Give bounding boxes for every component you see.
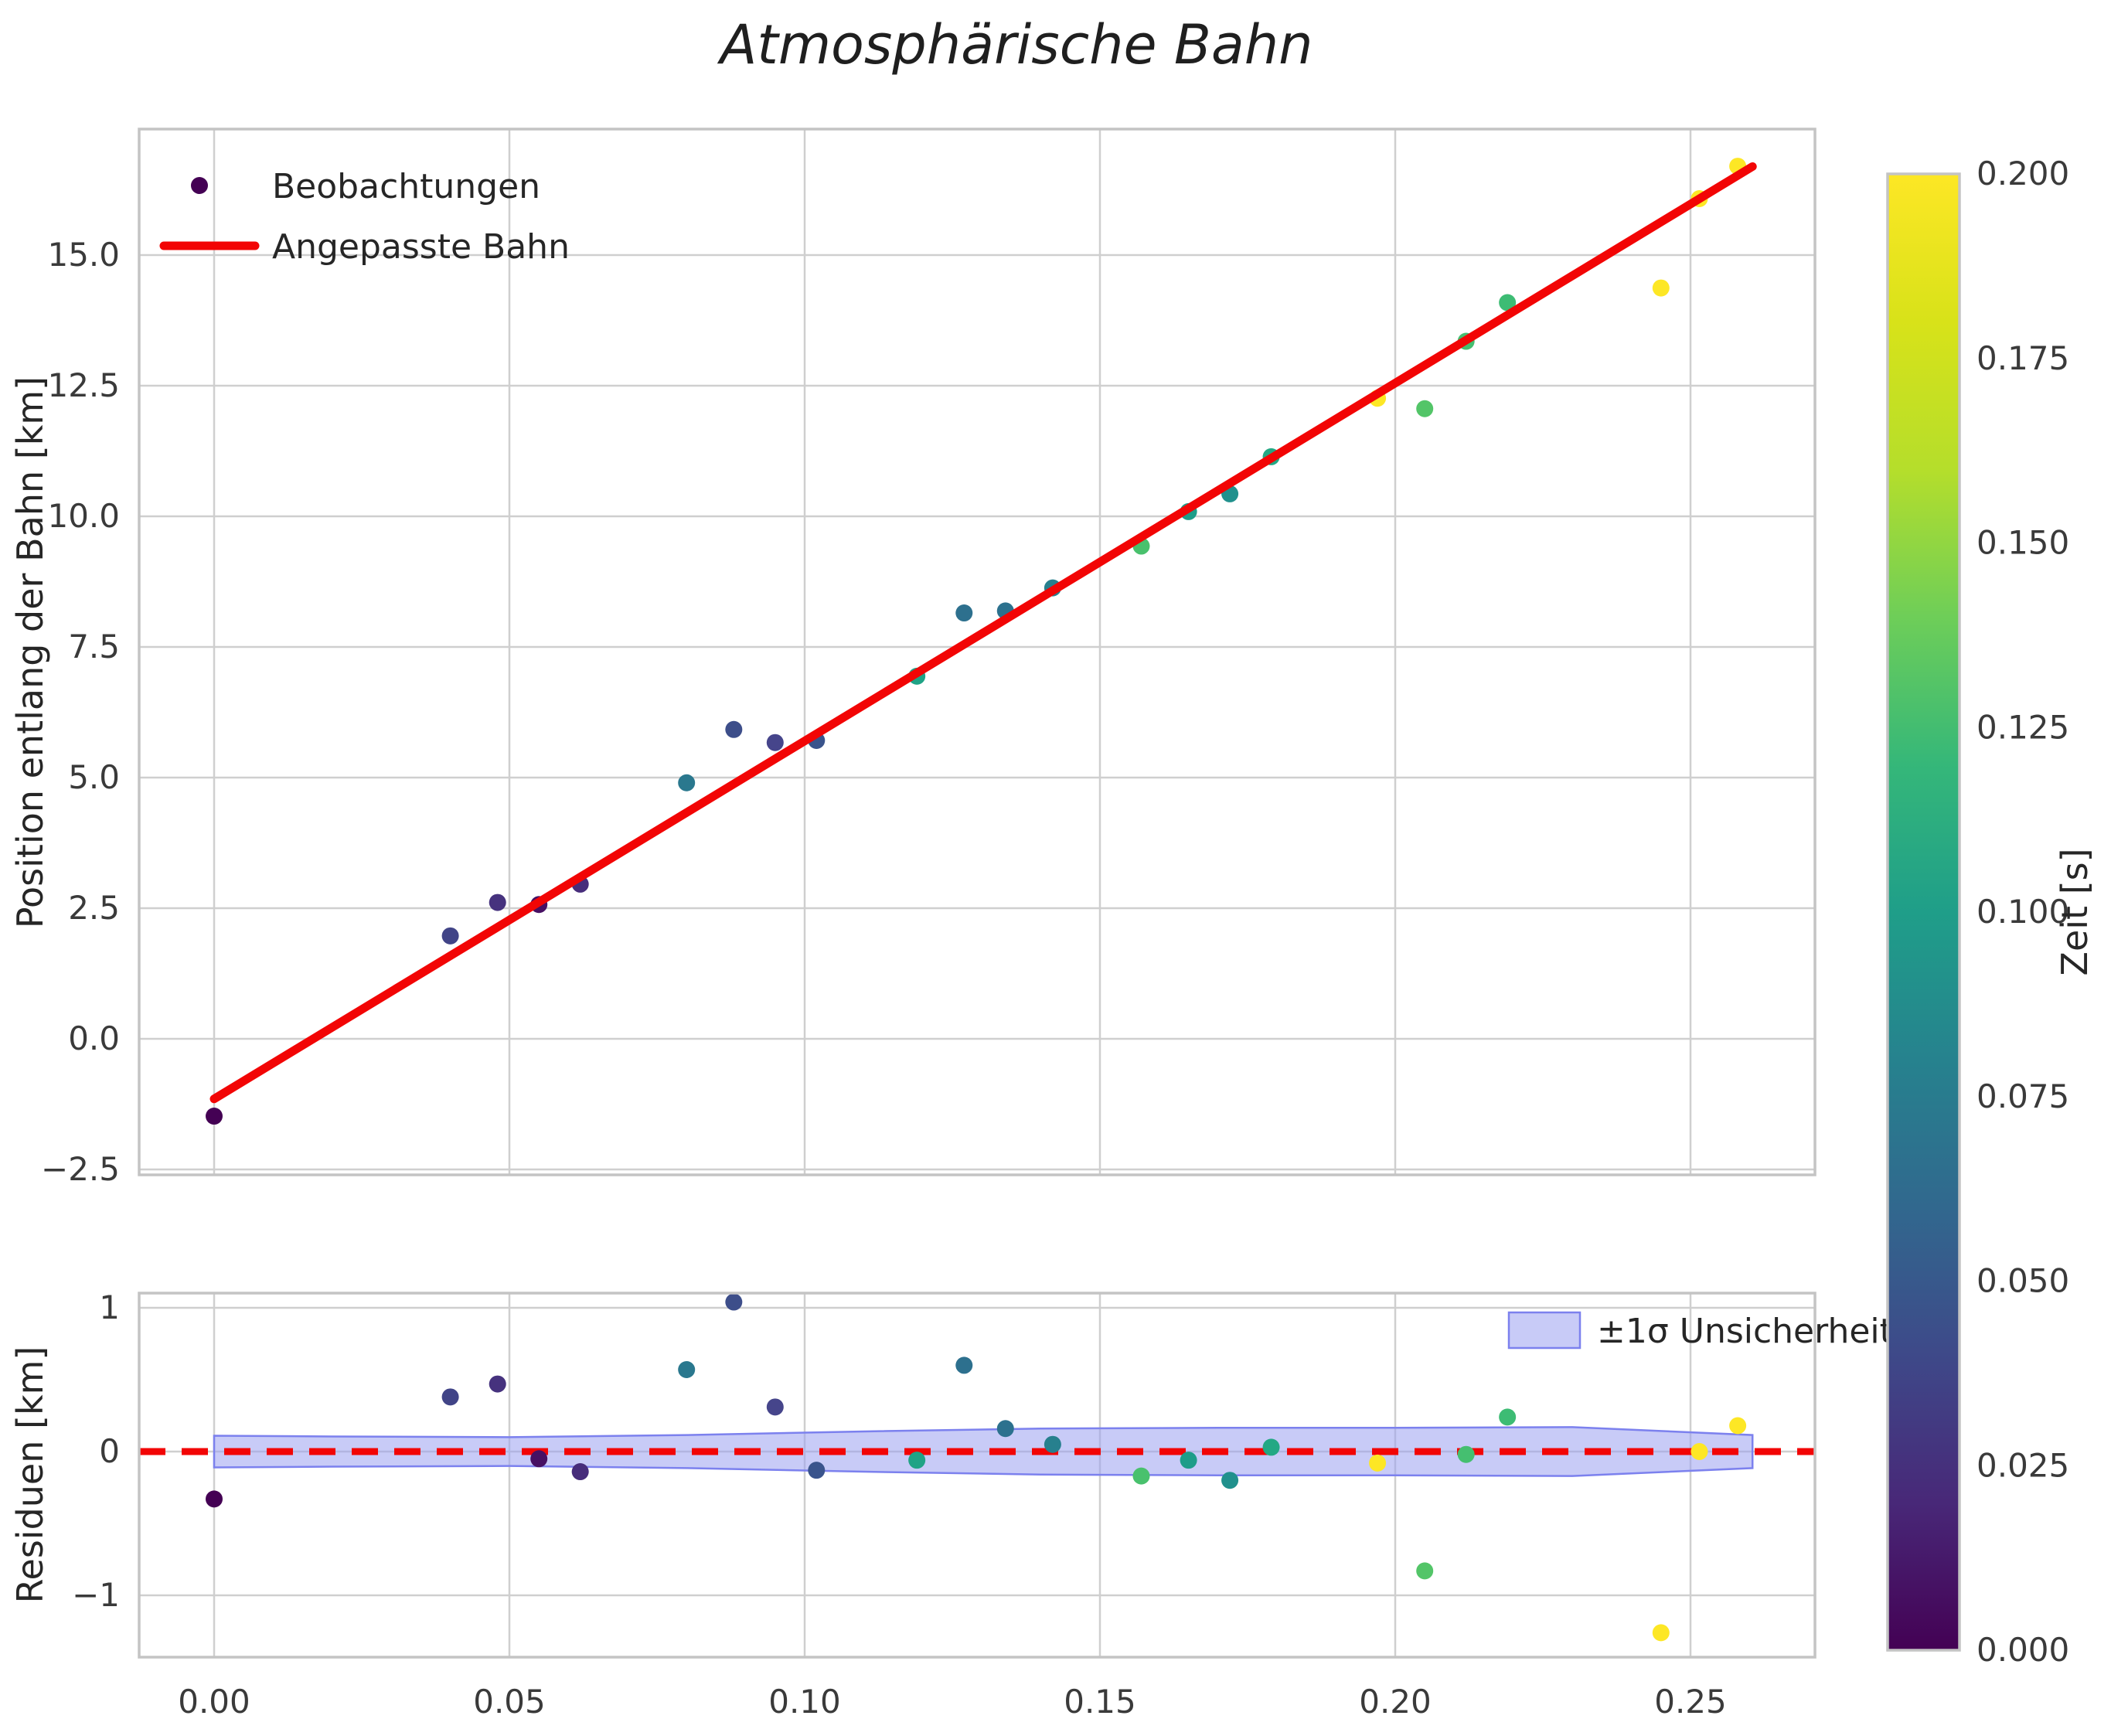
data-point [955, 604, 973, 622]
observations-marker-icon [191, 177, 208, 194]
residual-y-tick-label: 0 [99, 1432, 120, 1470]
main-y-tick-label: 5.0 [68, 758, 120, 796]
residual-y-tick-label: −1 [72, 1576, 120, 1614]
residual-point [1132, 1467, 1150, 1485]
residual-point [808, 1462, 826, 1479]
residual-point [1729, 1417, 1747, 1435]
main-y-tick-label: 2.5 [68, 889, 120, 927]
residual-point [955, 1356, 973, 1374]
main-y-tick-label: 0.0 [68, 1019, 120, 1057]
residual-point [1180, 1452, 1197, 1469]
main-y-tick-label: 7.5 [68, 628, 120, 665]
residual-y-tick-labels: 1 0 −1 [72, 1288, 120, 1614]
colorbar-tick-labels: 0.200 0.175 0.150 0.125 0.100 0.075 0.050 0.025… [1977, 155, 2069, 1669]
legend-fit-label: Angepasste Bahn [272, 227, 570, 267]
residual-point [441, 1388, 459, 1406]
colorbar-tick-label: 0.175 [1977, 339, 2069, 377]
residual-scatter [206, 1293, 1747, 1642]
colorbar-tick-label: 0.200 [1977, 155, 2069, 192]
main-y-tick-labels: 15.0 12.5 10.0 7.5 5.0 2.5 0.0 −2.5 [41, 236, 120, 1188]
main-y-tick-label: 10.0 [47, 497, 120, 535]
residual-point [571, 1463, 589, 1481]
colorbar-tick-label: 0.125 [1977, 708, 2069, 746]
colorbar: 0.200 0.175 0.150 0.125 0.100 0.075 0.050 0.025… [1886, 155, 2096, 1669]
uncertainty-band-swatch-icon [1507, 1311, 1582, 1350]
residual-point [1221, 1472, 1239, 1489]
residual-point [530, 1450, 548, 1468]
data-point [725, 720, 743, 738]
colorbar-tick-label: 0.025 [1977, 1446, 2069, 1484]
data-point [489, 894, 506, 911]
uncertainty-band [213, 1426, 1754, 1477]
x-tick-label: 0.25 [1654, 1683, 1727, 1721]
residual-y-tick-label: 1 [99, 1288, 120, 1326]
residual-y-axis-label: Residuen [km] [9, 1346, 51, 1604]
figure-title: Atmosphärische Bahn [717, 13, 1313, 77]
fit-line [209, 162, 1757, 1104]
x-tick-label: 0.05 [473, 1683, 546, 1721]
residual-plot-frame [138, 1292, 1816, 1659]
colorbar-tick-label: 0.100 [1977, 893, 2069, 931]
colorbar-axis-label: Zeit [s] [2054, 848, 2096, 975]
residual-point [1044, 1435, 1061, 1453]
legend-uncertainty-label: ±1σ Unsicherheit [1597, 1312, 1893, 1351]
residual-point [1691, 1443, 1708, 1460]
residual-point [1369, 1454, 1387, 1472]
residual-point [766, 1398, 784, 1416]
residual-point [908, 1452, 926, 1469]
colorbar-tick-label: 0.050 [1977, 1262, 2069, 1300]
main-plot: 15.0 12.5 10.0 7.5 5.0 2.5 0.0 −2.5 Position en… [9, 128, 1816, 1188]
residual-point [678, 1360, 696, 1378]
main-grid [139, 129, 1815, 1175]
residual-point [996, 1420, 1014, 1438]
residual-point [1457, 1445, 1475, 1463]
residual-point [1262, 1438, 1280, 1456]
data-point [441, 927, 459, 945]
data-point [1499, 294, 1517, 311]
residual-point [1416, 1562, 1434, 1580]
main-y-axis-label: Position entlang der Bahn [km] [9, 376, 51, 928]
data-point [1652, 279, 1670, 297]
residual-point [489, 1375, 506, 1393]
colorbar-tick-label: 0.150 [1977, 524, 2069, 562]
residual-point [725, 1293, 743, 1311]
x-tick-label: 0.10 [768, 1683, 841, 1721]
x-tick-label: 0.00 [178, 1683, 250, 1721]
data-point [206, 1108, 223, 1125]
residual-plot: 1 0 −1 0.00 0.05 0.10 0.15 0.20 0.25 Residuen [… [9, 1288, 1893, 1721]
colorbar-tick-label: 0.075 [1977, 1077, 2069, 1115]
data-point [678, 774, 696, 791]
residual-point [206, 1490, 223, 1508]
main-y-tick-label: 12.5 [47, 366, 120, 404]
main-legend: Beobachtungen Angepasste Bahn [159, 167, 570, 267]
main-y-tick-label: −2.5 [41, 1150, 120, 1188]
colorbar-gradient-bar [1886, 172, 1961, 1652]
x-tick-label: 0.20 [1359, 1683, 1432, 1721]
x-tick-label: 0.15 [1064, 1683, 1136, 1721]
main-y-tick-label: 15.0 [47, 236, 120, 274]
colorbar-tick-label: 0.000 [1977, 1631, 2069, 1669]
x-tick-labels: 0.00 0.05 0.10 0.15 0.20 0.25 [178, 1683, 1727, 1721]
main-plot-frame [138, 128, 1816, 1176]
data-point [766, 734, 784, 751]
residual-legend: ±1σ Unsicherheit [1507, 1311, 1893, 1351]
data-point [1416, 400, 1434, 417]
legend-observations-label: Beobachtungen [272, 167, 540, 206]
residual-point [1652, 1624, 1670, 1642]
residual-point [1499, 1408, 1517, 1426]
